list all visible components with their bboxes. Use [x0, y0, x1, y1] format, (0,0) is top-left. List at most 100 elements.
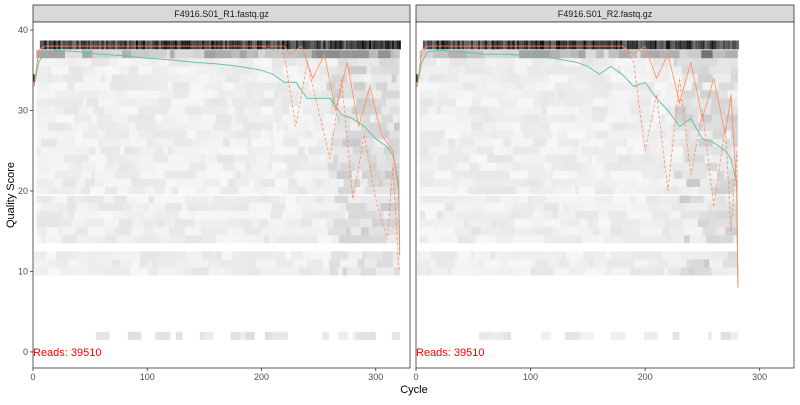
heatmap-cell	[490, 66, 507, 75]
heatmap-cell	[512, 251, 516, 260]
heatmap-cell	[316, 82, 327, 91]
heatmap-cell	[693, 114, 698, 123]
heatmap-cell	[244, 227, 259, 236]
heatmap-cell	[323, 178, 331, 187]
heatmap-cell	[609, 90, 616, 99]
heatmap-cell	[564, 74, 569, 83]
heatmap-cell	[222, 219, 229, 228]
heatmap-cell	[322, 154, 326, 163]
heatmap-cell	[430, 251, 441, 260]
heatmap-cell	[583, 40, 586, 50]
heatmap-cell	[389, 106, 400, 115]
heatmap-cell	[316, 138, 332, 147]
heatmap-cell	[355, 40, 358, 50]
heatmap-cell	[570, 50, 579, 59]
heatmap-cell	[679, 50, 688, 59]
heatmap-cell	[131, 138, 147, 147]
heatmap-cell	[229, 40, 232, 50]
heatmap-cell	[734, 331, 738, 340]
heatmap-cell	[132, 146, 141, 155]
heatmap-cell	[524, 178, 541, 187]
heatmap-cell	[490, 235, 495, 243]
heatmap-cell	[389, 130, 393, 139]
heatmap-cell	[214, 58, 219, 67]
heatmap-cell	[184, 267, 193, 276]
y-tick-label: 0	[23, 347, 28, 357]
heatmap-cell	[90, 211, 100, 220]
heatmap-cell	[236, 219, 252, 228]
heatmap-cell	[142, 154, 153, 163]
heatmap-cell	[258, 251, 265, 260]
heatmap-cell	[170, 40, 173, 50]
heatmap-cell	[594, 186, 614, 195]
heatmap-cell	[282, 114, 296, 123]
heatmap-cell	[227, 40, 230, 50]
heatmap-cell	[261, 40, 264, 50]
heatmap-cell	[88, 227, 105, 235]
heatmap-cell	[236, 40, 239, 50]
heatmap-cell	[324, 122, 336, 131]
heatmap-cell	[64, 50, 83, 59]
heatmap-cell	[679, 40, 682, 50]
heatmap-cell	[36, 195, 52, 204]
heatmap-cell	[348, 251, 363, 260]
heatmap-cell	[111, 74, 124, 83]
heatmap-cell	[422, 40, 426, 50]
heatmap-cell	[160, 40, 164, 50]
panel-border	[415, 21, 795, 369]
heatmap-cell	[136, 211, 144, 220]
heatmap-cell	[100, 251, 112, 260]
heatmap-cell	[533, 98, 541, 107]
heatmap-cell	[173, 74, 182, 83]
heatmap-cell	[263, 235, 270, 244]
heatmap-cell	[317, 235, 332, 243]
heatmap-cell	[159, 171, 165, 179]
heatmap-cell	[636, 195, 646, 203]
heatmap-cell	[203, 235, 216, 244]
heatmap-cell	[613, 186, 617, 195]
heatmap-cell	[457, 211, 475, 220]
heatmap-cell	[712, 50, 726, 59]
heatmap-cell	[224, 259, 229, 268]
heatmap-cell	[606, 40, 609, 50]
heatmap-cell	[562, 154, 577, 163]
heatmap-cell	[575, 122, 593, 131]
heatmap-cell	[239, 187, 253, 195]
heatmap-cell	[215, 50, 232, 59]
heatmap-cell	[95, 331, 110, 340]
heatmap-cell	[348, 211, 361, 220]
heatmap-cell	[453, 162, 459, 171]
heatmap-cell	[661, 40, 664, 50]
heatmap-cell	[146, 138, 152, 147]
heatmap-cell	[323, 259, 329, 267]
series-line-mean	[416, 49, 739, 288]
heatmap-cell	[198, 195, 209, 204]
heatmap-cell	[547, 139, 558, 147]
heatmap-cell	[559, 178, 578, 187]
heatmap-cell	[247, 40, 251, 50]
heatmap-cell	[149, 82, 168, 91]
heatmap-cell	[332, 40, 335, 50]
heatmap-cell	[548, 82, 555, 90]
heatmap-cell	[432, 195, 447, 204]
heatmap-cell	[585, 50, 596, 59]
heatmap-cell	[610, 219, 630, 228]
heatmap-cell	[448, 131, 461, 139]
heatmap-cell	[67, 195, 75, 204]
heatmap-cell	[224, 90, 229, 99]
heatmap-cell	[36, 178, 54, 187]
heatmap-cell	[591, 74, 604, 83]
heatmap-cell	[138, 40, 141, 50]
heatmap-cell	[218, 195, 232, 204]
heatmap-cell	[594, 40, 597, 50]
heatmap-cell	[464, 90, 471, 98]
heatmap-cell	[696, 146, 713, 155]
heatmap-cell	[531, 58, 546, 67]
heatmap-cell	[666, 130, 686, 139]
heatmap-cell	[226, 74, 240, 83]
heatmap-cell	[392, 259, 400, 268]
heatmap-cell	[55, 40, 59, 50]
heatmap-cell	[286, 162, 301, 171]
heatmap-cell	[569, 138, 579, 147]
heatmap-cell	[686, 178, 701, 187]
